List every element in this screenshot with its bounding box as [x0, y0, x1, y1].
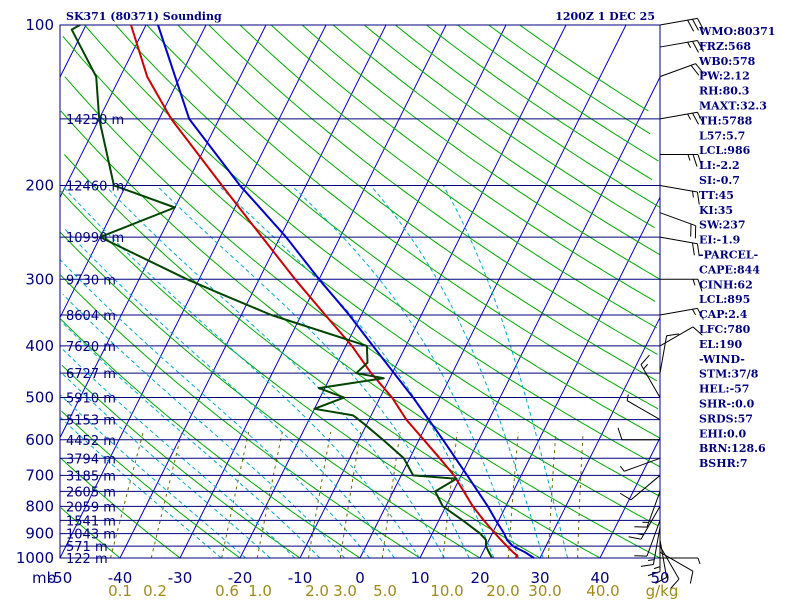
index-item: STM:37/8: [699, 368, 759, 381]
height-label: 2605 m: [66, 485, 116, 500]
mixing-ratio-label: 30.0: [528, 582, 561, 600]
index-item: EL:190: [699, 338, 742, 351]
index-item: CAPE:844: [699, 263, 760, 276]
height-label: 122 m: [66, 552, 108, 567]
height-label: 2059 m: [66, 500, 116, 515]
index-item: HEL:-57: [699, 383, 749, 396]
mixing-ratio-label: 0.1: [108, 582, 132, 600]
height-label: 3794 m: [66, 452, 116, 467]
index-item: LCL:986: [699, 144, 751, 157]
index-item: EI:-1.9: [699, 234, 740, 247]
index-item: RH:80.3: [699, 85, 749, 98]
index-item: TT:45: [699, 189, 734, 202]
index-item: CAP:2.4: [699, 308, 748, 321]
mixing-ratio-unit-label: g/kg: [646, 582, 679, 600]
index-item: CINH:62: [699, 278, 753, 291]
index-item: WMO:80371: [698, 25, 775, 38]
pressure-label: 100: [25, 16, 54, 34]
pressure-label: 500: [25, 389, 54, 407]
pressure-label: 700: [25, 466, 54, 484]
mixing-ratio-label: 5.0: [373, 582, 397, 600]
mixing-ratio-label: 10.0: [430, 582, 463, 600]
station-title: SK371 (80371) Sounding: [66, 10, 222, 23]
height-label: 6727 m: [66, 367, 116, 382]
height-label: 14250 m: [66, 113, 124, 128]
index-item: SI:-0.7: [699, 174, 740, 187]
height-label: 10990 m: [66, 231, 124, 246]
index-item: EHI:0.0: [699, 427, 746, 440]
pressure-label: 900: [25, 525, 54, 543]
index-item: FRZ:568: [699, 40, 751, 53]
index-item: MAXT:32.3: [699, 100, 767, 113]
temperature-label: 10: [410, 569, 429, 587]
pressure-label: 800: [25, 497, 54, 515]
pressure-label: 300: [25, 270, 54, 288]
index-item: BSHR:7: [699, 457, 748, 470]
height-label: 7620 m: [66, 340, 116, 355]
height-label: 3185 m: [66, 469, 116, 484]
index-item: PW:2.12: [699, 70, 750, 83]
index-item: -WIND-: [699, 353, 745, 366]
index-item: BRN:128.6: [699, 442, 766, 455]
height-label: 12460 m: [66, 179, 124, 194]
mixing-ratio-label: 3.0: [333, 582, 357, 600]
index-item: KI:35: [699, 204, 733, 217]
index-item: -PARCEL-: [699, 249, 758, 262]
height-label: 8604 m: [66, 309, 116, 324]
height-label: 5910 m: [66, 392, 116, 407]
index-item: L57:5.7: [699, 129, 745, 142]
pressure-label: 400: [25, 337, 54, 355]
index-item: TH:5788: [699, 114, 753, 127]
height-label: 4452 m: [66, 434, 116, 449]
height-labels: 14250 m 12460 m 10990 m 9730 m 8604 m 7620 m 6…: [66, 113, 124, 567]
temperature-label: -50: [48, 569, 73, 587]
index-item: SHR-:0.0: [699, 398, 755, 411]
index-item: SRDS:57: [699, 412, 753, 425]
mixing-ratio-label: 20.0: [486, 582, 519, 600]
height-label: 9730 m: [66, 273, 116, 288]
mixing-ratio-label: 0.2: [143, 582, 167, 600]
index-item: LFC:780: [699, 323, 751, 336]
sounding-time: 1200Z 1 DEC 25: [555, 10, 655, 23]
mixing-ratio-label: 0.6: [215, 582, 239, 600]
mixing-ratio-label: 2.0: [305, 582, 329, 600]
index-item: SW:237: [699, 219, 746, 232]
index-item: LCL:895: [699, 293, 750, 306]
pressure-label: 1000: [16, 549, 54, 567]
index-item: WB0:578: [698, 55, 756, 68]
temperature-label: -30: [168, 569, 193, 587]
mixing-ratio-label: 1.0: [248, 582, 272, 600]
pressure-label: 600: [25, 431, 54, 449]
pressure-label: 200: [25, 176, 54, 194]
index-item: LI:-2.2: [699, 159, 740, 172]
mixing-ratio-label: 40.0: [586, 582, 619, 600]
height-label: 5153 m: [66, 414, 116, 429]
